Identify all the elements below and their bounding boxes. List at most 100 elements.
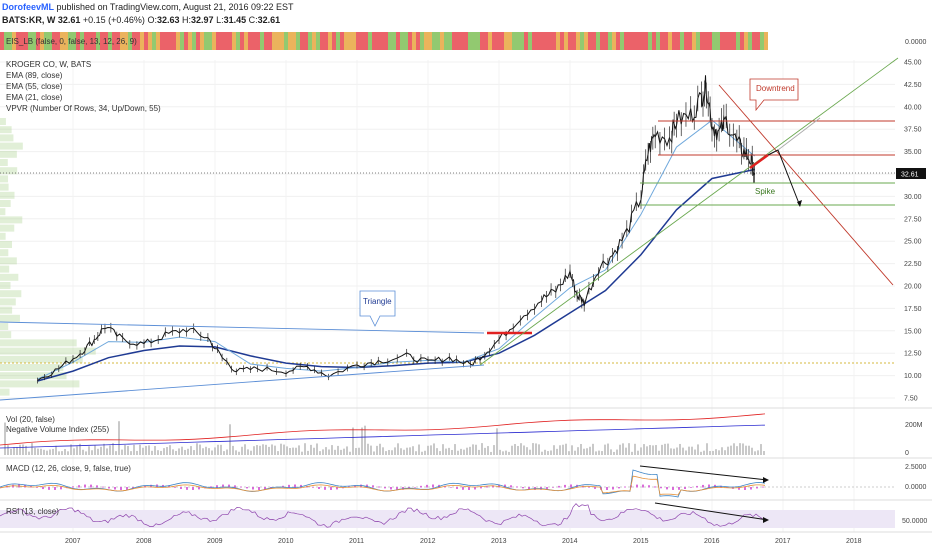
volume-bar [298, 445, 300, 455]
vpvr-bar [0, 372, 67, 380]
volume-bar [238, 451, 240, 455]
eis-stripe [544, 32, 548, 50]
eis-stripe [88, 32, 92, 50]
volume-bar [313, 447, 315, 455]
volume-bar [232, 445, 234, 455]
volume-bar [625, 447, 627, 455]
eis-stripe [304, 32, 308, 50]
vpvr-bar [0, 314, 20, 322]
volume-bar [76, 446, 78, 455]
nvi-legend: Negative Volume Index (255) [6, 425, 110, 434]
macd-panel[interactable]: MACD (12, 26, close, 9, false, true) 2.5… [0, 464, 927, 498]
macd-divergence-arrow[interactable] [639, 465, 769, 481]
triangle-upper-line[interactable] [0, 321, 485, 334]
volume-bar [130, 451, 132, 455]
vpvr-bar [0, 290, 22, 298]
price-tick-label: 42.50 [904, 82, 922, 89]
eis-stripe [700, 32, 704, 50]
price-panel[interactable]: 45.0042.5040.0037.5035.0032.5030.0027.50… [0, 57, 926, 532]
open-label: O: [147, 15, 157, 25]
eis-stripe [576, 32, 580, 50]
macd-hist-bar [384, 487, 386, 489]
macd-hist-bar [474, 487, 476, 490]
volume-bar [13, 446, 15, 455]
volume-bar [376, 445, 378, 455]
macd-hist-bar [468, 487, 470, 490]
rsi-divergence-arrow[interactable] [654, 502, 769, 521]
trend-channel-line[interactable] [479, 57, 899, 366]
volume-bar [325, 447, 327, 455]
author-name[interactable]: DorofeevML [2, 2, 55, 12]
eis-stripe [16, 32, 20, 50]
eis-stripe [676, 32, 680, 50]
projection-down-arrow[interactable] [767, 149, 801, 207]
eis-stripe [268, 32, 272, 50]
volume-bar [463, 449, 465, 455]
macd-hist-bar [222, 484, 224, 488]
macd-hist-bar [558, 485, 560, 488]
volume-bar [535, 443, 537, 455]
eis-stripe [628, 32, 632, 50]
downtrend-callout[interactable] [749, 78, 799, 112]
volume-bar [82, 449, 84, 455]
eis-stripe [120, 32, 124, 50]
open-value: 32.63 [156, 15, 180, 25]
macd-hist-bar [516, 486, 518, 488]
volume-panel[interactable]: Vol (20, false) Negative Volume Index (2… [0, 413, 923, 457]
eis-stripe [760, 32, 764, 50]
eis-stripe [32, 32, 36, 50]
price-legend-item: KROGER CO, W, BATS [6, 60, 91, 69]
volume-bar [181, 446, 183, 455]
macd-hist-bar [594, 487, 596, 489]
price-axis: 45.0042.5040.0037.5035.0032.5030.0027.50… [904, 60, 922, 403]
volume-bar [739, 443, 741, 455]
projection-alt-line[interactable] [777, 117, 821, 151]
eis-stripe [40, 32, 44, 50]
downtrend-line[interactable] [718, 84, 894, 286]
volume-bar [583, 448, 585, 455]
eis-stripe [84, 32, 88, 50]
vpvr-bar [0, 249, 9, 257]
volume-bar [649, 445, 651, 455]
vpvr-bar [0, 306, 13, 314]
time-tick-label: 2013 [491, 538, 507, 545]
volume-bar [283, 444, 285, 455]
volume-bar [361, 427, 363, 455]
macd-hist-bar [708, 484, 710, 488]
volume-bar [721, 447, 723, 455]
rsi-panel[interactable]: RSI (13, close) 50.0000 [0, 502, 927, 528]
triangle-lower-line[interactable] [0, 364, 485, 401]
triangle-callout[interactable] [359, 290, 396, 327]
volume-bar [574, 450, 576, 455]
volume-bar [499, 449, 501, 455]
eis-stripe [224, 32, 228, 50]
price-tick-label: 35.00 [904, 149, 922, 156]
eis-stripe [284, 32, 288, 50]
volume-bar [610, 449, 612, 455]
volume-bar [673, 448, 675, 455]
time-tick-label: 2012 [420, 538, 436, 545]
eis-stripe [296, 32, 300, 50]
eis-panel[interactable]: EIS_LB (false, 0, false, 13, 12, 26, 9) … [0, 32, 927, 50]
macd-hist-bar [330, 487, 332, 490]
macd-hist-bar [498, 484, 500, 488]
volume-bar [274, 445, 276, 455]
eis-stripe [528, 32, 532, 50]
volume-bar [712, 450, 714, 455]
macd-hist-bar [678, 487, 680, 490]
macd-hist-bar [648, 485, 650, 488]
eis-stripe [496, 32, 500, 50]
eis-stripe [552, 32, 556, 50]
eis-stripe [468, 32, 472, 50]
eis-stripe [432, 32, 436, 50]
vpvr-bar [0, 191, 15, 199]
price-tick-label: 37.50 [904, 127, 922, 134]
eis-stripe [220, 32, 224, 50]
projection-red-mark[interactable] [749, 153, 769, 170]
symbol-label[interactable]: BATS:KR, W [2, 15, 56, 25]
macd-hist-bar [294, 484, 296, 488]
eis-stripe [156, 32, 160, 50]
volume-bar [253, 446, 255, 455]
eis-stripe [124, 32, 128, 50]
